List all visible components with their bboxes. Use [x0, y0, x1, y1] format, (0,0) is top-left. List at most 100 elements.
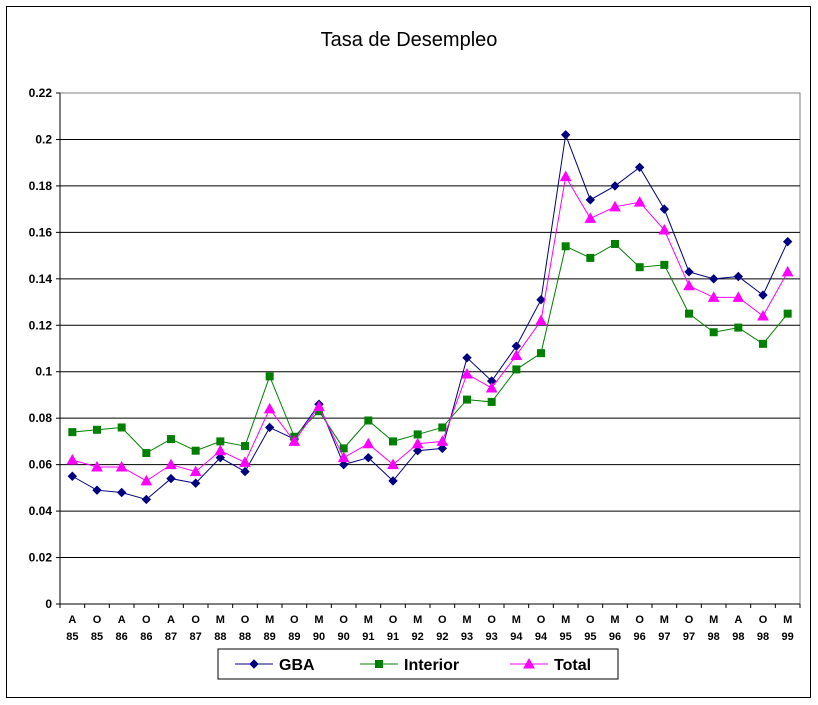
series-line-interior	[72, 243, 789, 454]
data-point	[93, 425, 101, 434]
data-point	[364, 416, 373, 425]
y-tick-label: 0.16	[29, 225, 53, 239]
x-tick-label-year: 85	[66, 631, 78, 643]
data-point	[782, 236, 793, 247]
data-point	[214, 444, 227, 456]
series-interior	[68, 239, 792, 458]
data-point	[759, 339, 767, 348]
data-point	[610, 181, 620, 191]
data-point	[313, 400, 325, 412]
data-point	[92, 485, 102, 495]
x-tick-label-month: O	[339, 614, 348, 626]
plot-area	[59, 92, 801, 605]
data-point	[536, 295, 546, 305]
data-point	[363, 452, 374, 463]
y-tick-label: 0.2	[35, 132, 52, 146]
data-point	[389, 437, 397, 446]
legend-item-interior: Interior	[360, 657, 459, 674]
legend-marker	[249, 659, 259, 669]
y-tick-label: 0	[45, 597, 52, 611]
x-tick-label-month: M	[413, 614, 422, 626]
x-tick-label-month: M	[660, 614, 669, 626]
data-point	[535, 314, 547, 326]
data-point	[362, 437, 375, 449]
x-tick-label-month: M	[265, 614, 274, 626]
y-tick-label: 0.18	[29, 179, 53, 193]
data-point	[783, 309, 792, 318]
data-point	[339, 444, 348, 453]
data-point	[487, 397, 496, 406]
data-point	[635, 263, 644, 272]
x-tick-label-year: 96	[634, 631, 646, 643]
data-point	[239, 456, 251, 467]
x-tick-label-month: O	[191, 614, 200, 626]
legend-marker	[523, 657, 535, 669]
y-tick-label: 0.08	[29, 411, 53, 425]
x-tick-label-month: O	[142, 614, 151, 626]
data-point	[387, 458, 399, 470]
data-point	[561, 242, 570, 251]
x-tick-label-year: 92	[412, 631, 424, 643]
x-tick-label-month: O	[586, 614, 595, 626]
data-point	[66, 453, 79, 465]
data-point	[609, 200, 621, 212]
data-point	[463, 395, 471, 404]
x-tick-label-year: 94	[510, 631, 523, 643]
data-point	[165, 458, 177, 470]
legend-box	[217, 648, 619, 680]
data-point	[758, 290, 768, 300]
x-tick-label-year: 97	[658, 631, 670, 643]
data-point	[634, 162, 645, 173]
x-tick-label-month: A	[68, 614, 76, 626]
x-tick-label-year: 85	[91, 631, 103, 643]
x-tick-label-month: M	[314, 614, 323, 626]
x-tick-label-month: O	[93, 614, 102, 626]
y-tick-label: 0.1	[35, 365, 52, 379]
x-tick-label-month: O	[241, 614, 250, 626]
x-tick-label-month: O	[389, 614, 398, 626]
data-point	[436, 435, 449, 446]
data-point	[190, 478, 201, 488]
x-tick-label-year: 87	[165, 631, 177, 643]
data-point	[265, 372, 274, 381]
data-point	[264, 422, 275, 433]
data-point	[485, 381, 498, 393]
data-point	[166, 473, 176, 484]
legend-item-gba: GBA	[235, 657, 315, 674]
x-tick-label-month: O	[635, 614, 644, 626]
data-point	[633, 196, 646, 207]
x-tick-label-year: 89	[288, 631, 300, 643]
x-tick-label-year: 87	[190, 631, 202, 643]
data-point	[707, 291, 720, 302]
x-tick-label-year: 90	[338, 631, 350, 643]
data-point	[68, 428, 77, 437]
y-tick-label: 0.22	[29, 86, 53, 100]
x-tick-label-year: 97	[683, 631, 695, 643]
series-line-total	[72, 175, 789, 482]
data-point	[462, 353, 472, 363]
data-point	[684, 267, 694, 277]
data-point	[338, 459, 349, 470]
series-line-gba	[72, 132, 789, 501]
x-tick-label-month: O	[537, 614, 546, 626]
y-axis-ticks: 0 0.02 0.04 0.06 0.08 0.1 0.12 0.14 0.16 0.18 0.2 0…	[29, 86, 60, 611]
x-tick-label-month: A	[734, 614, 742, 626]
data-point	[709, 328, 718, 337]
x-tick-label-month: O	[759, 614, 768, 626]
data-point	[611, 239, 619, 248]
x-tick-label-month: A	[167, 614, 175, 626]
x-tick-label-month: O	[487, 614, 496, 626]
x-tick-label-year: 94	[535, 631, 548, 643]
data-point	[660, 260, 669, 269]
data-point	[140, 474, 153, 486]
data-point	[584, 212, 597, 223]
x-tick-label-month: O	[438, 614, 447, 626]
x-tick-label-month: M	[364, 614, 373, 626]
data-point	[117, 423, 126, 432]
data-point	[732, 291, 745, 302]
x-tick-label-year: 99	[782, 631, 794, 643]
data-point	[734, 323, 743, 332]
x-tick-label-month: O	[685, 614, 694, 626]
series-group	[66, 130, 794, 505]
x-tick-label-year: 98	[708, 631, 720, 643]
